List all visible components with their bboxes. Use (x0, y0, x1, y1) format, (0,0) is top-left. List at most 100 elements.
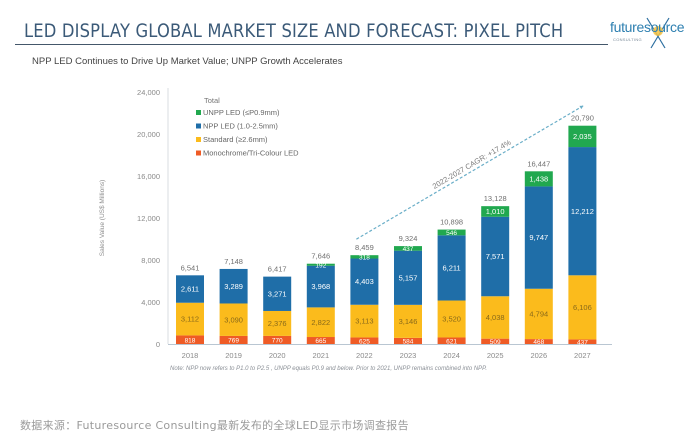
bar-value-label-unpp: 1,438 (529, 174, 548, 183)
legend-title: Total (204, 96, 220, 105)
bar-value-label-npp: 6,211 (442, 264, 460, 273)
bar-segment-unpp (306, 263, 335, 266)
page-title: LED DISPLAY GLOBAL MARKET SIZE AND FOREC… (24, 20, 564, 42)
bar-total-label: 10,898 (440, 218, 463, 227)
bar-segment-npp (481, 216, 510, 297)
bar-segment-standard (263, 310, 292, 336)
bar-segment-standard (437, 300, 466, 338)
bar-value-label-mono: 437 (577, 339, 588, 346)
x-tick-label: 2022 (356, 351, 373, 360)
bar-segment-unpp (481, 206, 510, 217)
bar-value-label-mono: 584 (403, 339, 414, 346)
bar-segment-npp (350, 258, 379, 305)
bar-segment-npp (437, 235, 466, 301)
bar-value-label-unpp: 318 (359, 254, 370, 261)
bar-value-label-standard: 3,520 (442, 315, 461, 324)
y-tick-label: 24,000 (137, 88, 160, 97)
bar-value-label-npp: 4,403 (355, 277, 374, 286)
x-tick-label: 2027 (574, 351, 591, 360)
y-tick-label: 16,000 (137, 172, 160, 181)
bar-value-label-unpp: 2,035 (573, 132, 592, 141)
x-tick-label: 2026 (530, 351, 547, 360)
futuresource-logo: futuresource CONSULTING (607, 16, 685, 50)
bar-total-label: 6,541 (181, 263, 200, 272)
bar-segment-mono (437, 337, 466, 344)
bar-segment-mono (394, 337, 422, 344)
bar-segment-mono (219, 335, 248, 344)
bar-segment-npp (263, 276, 292, 311)
data-source: 数据来源：Futuresource Consulting最新发布的全球LED显示… (20, 419, 409, 432)
bar-value-label-standard: 4,038 (486, 313, 505, 322)
bar-value-label-unpp: 437 (403, 246, 414, 253)
bar-value-label-npp: 12,212 (571, 207, 594, 216)
title-divider (15, 44, 608, 45)
legend-label-mono: Monochrome/Tri-Colour LED (203, 149, 299, 158)
bar-value-label-unpp: 1,010 (486, 207, 505, 216)
y-axis-title: Sales Value (US$ Millions) (99, 180, 106, 256)
bar-value-label-npp: 7,571 (486, 252, 505, 261)
bar-total-label: 8,459 (355, 243, 374, 252)
stacked-bar-chart: 0 4,000 8,000 12,000 16,000 20,000 24,000 Sales… (99, 88, 612, 360)
bar-segment-standard (481, 296, 510, 339)
y-tick-label: 0 (156, 340, 160, 349)
logo-text: futuresource (610, 19, 685, 35)
bar-segment-standard (350, 304, 379, 338)
y-tick-label: 4,000 (141, 298, 160, 307)
legend-label-standard: Standard (≥2.6mm) (203, 135, 268, 144)
x-tick-label: 2019 (225, 351, 242, 360)
bar-segment-mono (524, 339, 553, 344)
bar-value-label-mono: 468 (533, 339, 544, 346)
bar-value-label-mono: 769 (228, 338, 239, 345)
y-tick-label: 20,000 (137, 130, 160, 139)
bar-segment-mono (350, 337, 379, 344)
bar-segment-standard (306, 307, 335, 338)
legend-swatch-unpp (196, 110, 201, 115)
bar-segment-npp (524, 186, 553, 289)
bar-total-label: 20,790 (571, 114, 594, 123)
bar-segment-unpp (437, 229, 466, 236)
bar-total-label: 7,148 (224, 257, 243, 266)
x-tick-label: 2020 (269, 351, 286, 360)
bar-segment-npp (306, 265, 335, 308)
bar-value-label-npp: 3,968 (311, 282, 330, 291)
bar-value-label-mono: 818 (185, 337, 196, 344)
chart-note: Note: NPP now refers to P1.0 to P2.5 , U… (170, 366, 488, 372)
x-tick-label: 2023 (400, 351, 417, 360)
bar-segment-npp (219, 268, 248, 304)
x-tick-label: 2018 (182, 351, 199, 360)
bar-value-label-npp: 5,157 (399, 273, 418, 282)
bar-segment-unpp (350, 255, 379, 259)
y-tick-label: 12,000 (137, 214, 160, 223)
x-tick-label: 2021 (312, 351, 329, 360)
bar-segment-npp (176, 275, 204, 303)
bar-value-label-npp: 2,611 (181, 285, 199, 294)
bar-value-label-unpp: 192 (315, 262, 326, 269)
logo-star-icon (646, 17, 670, 49)
bar-segment-unpp (568, 125, 597, 148)
legend-swatch-standard (196, 137, 201, 142)
legend-label-unpp: UNPP LED (≤P0.9mm) (203, 108, 280, 117)
bar-segment-npp (394, 250, 422, 305)
x-tick-label: 2025 (487, 351, 504, 360)
cagr-arrow-line (356, 105, 584, 240)
bar-segment-standard (524, 288, 553, 340)
bar-total-label: 9,324 (399, 234, 418, 243)
cagr-annotation: 2022-2027 CAGR: +17.4% (431, 138, 513, 191)
bar-total-label: 6,417 (268, 265, 287, 274)
legend-swatch-npp (196, 123, 201, 129)
cagr-arrowhead-icon (579, 105, 584, 110)
bar-segment-mono (306, 337, 335, 344)
bar-value-label-standard: 3,090 (224, 315, 243, 324)
bar-total-label: 13,128 (484, 194, 507, 203)
bar-segment-standard (394, 304, 422, 338)
bar-segment-standard (176, 302, 204, 336)
bar-segment-standard (219, 303, 248, 336)
bar-segment-mono (176, 335, 204, 344)
bar-segment-npp (568, 147, 597, 276)
logo-subtext: CONSULTING (613, 37, 642, 42)
bar-value-label-mono: 770 (272, 338, 283, 345)
bar-value-label-mono: 509 (490, 339, 501, 346)
bar-value-label-standard: 3,113 (355, 317, 373, 326)
bar-value-label-standard: 6,106 (573, 303, 592, 312)
bar-value-label-npp: 3,271 (268, 289, 287, 298)
